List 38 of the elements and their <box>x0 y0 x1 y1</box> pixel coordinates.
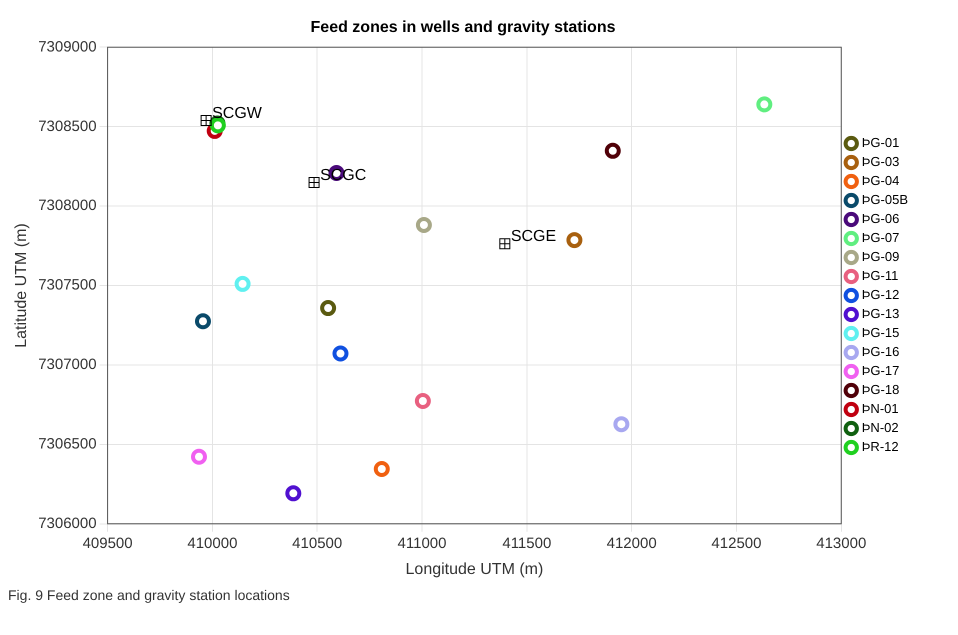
legend-label: ÞG-17 <box>862 363 900 378</box>
y-tick-label: 7309000 <box>38 38 97 56</box>
legend-label: ÞG-06 <box>862 211 900 226</box>
legend-label: ÞN-01 <box>862 401 899 416</box>
y-axis-title: Latitude UTM (m) <box>13 223 30 348</box>
legend-label: ÞG-09 <box>862 249 900 264</box>
y-tick-label: 7307500 <box>38 276 97 294</box>
legend-label: ÞN-02 <box>862 420 899 436</box>
legend-label: ÞG-12 <box>862 287 900 302</box>
legend-label: ÞG-11 <box>862 268 898 284</box>
y-tick-label: 7308500 <box>38 118 97 135</box>
legend-label: ÞG-01 <box>862 135 900 150</box>
chart-title: Feed zones in wells and gravity stations <box>310 19 616 36</box>
annotation: SCGE <box>510 228 556 246</box>
legend-label: ÞG-03 <box>862 154 900 170</box>
y-tick-label: 7306000 <box>38 514 97 532</box>
x-tick-label: 413000 <box>816 534 866 552</box>
x-axis-title: Longitude UTM (m) <box>406 560 544 578</box>
x-tick-label: 410000 <box>187 534 238 552</box>
y-tick-label: 7307000 <box>38 356 97 374</box>
x-tick-label: 411000 <box>398 534 446 552</box>
x-tick-label: 409500 <box>82 534 133 552</box>
legend-label: ÞG-16 <box>862 344 900 360</box>
x-tick-label: 410500 <box>292 534 342 552</box>
legend-label: ÞG-07 <box>862 230 900 246</box>
annotation: SCGW <box>212 104 263 122</box>
legend-label: ÞG-18 <box>862 382 900 398</box>
x-tick-label: 411500 <box>502 534 552 552</box>
y-tick-label: 7308000 <box>38 197 97 214</box>
caption: Fig. 9 Feed zone and gravity station locations <box>8 587 291 603</box>
legend-label: ÞG-15 <box>862 325 900 340</box>
legend-label: ÞG-13 <box>862 306 900 322</box>
x-tick-label: 412000 <box>606 534 657 552</box>
y-tick-label: 7306500 <box>38 436 97 453</box>
legend-label: ÞR-12 <box>862 439 899 454</box>
legend-label: ÞG-04 <box>862 173 900 188</box>
legend-label: ÞG-05B <box>862 192 908 208</box>
x-tick-label: 412500 <box>711 534 762 552</box>
